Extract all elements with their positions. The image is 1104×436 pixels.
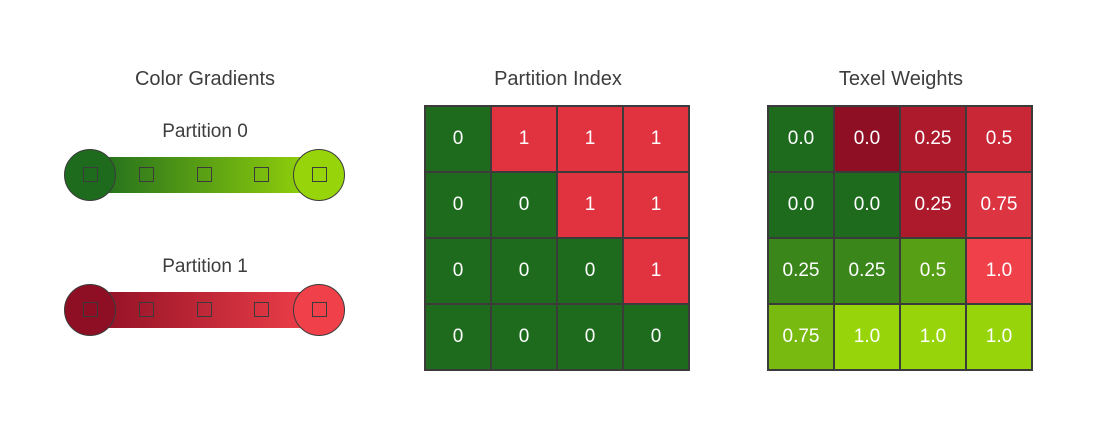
texel-weights-title: Texel Weights [838, 68, 964, 90]
partition-0-gradient-bar [90, 157, 318, 193]
texel-weight-cell: 0.5 [900, 238, 966, 304]
texel-weight-cell: 0.25 [834, 238, 900, 304]
partition-index-cell: 0 [425, 106, 491, 172]
partition-index-title: Partition Index [494, 68, 622, 90]
partition-1-label: Partition 1 [162, 256, 248, 277]
partition-index-cell: 0 [425, 304, 491, 370]
partition-index-cell: 0 [425, 172, 491, 238]
partition-index-cell: 0 [491, 304, 557, 370]
texel-weight-cell: 0.0 [834, 172, 900, 238]
partition-1-sample-marker [83, 302, 98, 317]
texel-weight-cell: 1.0 [834, 304, 900, 370]
partition-0-sample-marker [312, 167, 327, 182]
texel-weight-cell: 0.0 [768, 106, 834, 172]
texel-weight-cell: 0.25 [900, 106, 966, 172]
partition-1-sample-marker [139, 302, 154, 317]
partition-index-cell: 1 [557, 106, 623, 172]
texel-weight-cell: 0.5 [966, 106, 1032, 172]
texel-weight-cell: 0.0 [834, 106, 900, 172]
texel-weight-cell: 1.0 [966, 304, 1032, 370]
partition-1-end-endpoint [293, 284, 345, 336]
partition-0-start-endpoint [64, 149, 116, 201]
partition-index-cell: 1 [557, 172, 623, 238]
partition-0-sample-marker [83, 167, 98, 182]
partition-1-sample-marker [254, 302, 269, 317]
texel-weight-cell: 0.25 [768, 238, 834, 304]
partition-0-sample-marker [254, 167, 269, 182]
partition-index-cell: 1 [623, 106, 689, 172]
texel-weights-grid: 0.0 0.0 0.25 0.5 0.0 0.0 0.25 0.75 0.25 0.25 0.5 1.… [767, 105, 1033, 371]
partition-index-cell: 0 [623, 304, 689, 370]
partition-0-end-endpoint [293, 149, 345, 201]
partition-index-cell: 1 [623, 172, 689, 238]
partition-index-cell: 0 [425, 238, 491, 304]
partition-index-cell: 0 [491, 238, 557, 304]
texel-weight-cell: 1.0 [966, 238, 1032, 304]
texel-weight-cell: 0.75 [768, 304, 834, 370]
partition-index-cell: 1 [491, 106, 557, 172]
partition-0-label: Partition 0 [162, 121, 248, 142]
texel-weight-cell: 1.0 [900, 304, 966, 370]
partition-index-cell: 0 [557, 238, 623, 304]
partition-index-cell: 0 [491, 172, 557, 238]
partition-1-gradient-bar [90, 292, 318, 328]
partition-0-sample-marker [197, 167, 212, 182]
partition-index-cell: 0 [557, 304, 623, 370]
partition-0-sample-marker [139, 167, 154, 182]
partition-1-start-endpoint [64, 284, 116, 336]
partition-1-sample-marker [197, 302, 212, 317]
partition-1-sample-marker [312, 302, 327, 317]
color-gradients-title: Color Gradients [134, 68, 276, 90]
texel-weight-cell: 0.25 [900, 172, 966, 238]
texel-weight-cell: 0.0 [768, 172, 834, 238]
texel-weight-cell: 0.75 [966, 172, 1032, 238]
partition-index-cell: 1 [623, 238, 689, 304]
